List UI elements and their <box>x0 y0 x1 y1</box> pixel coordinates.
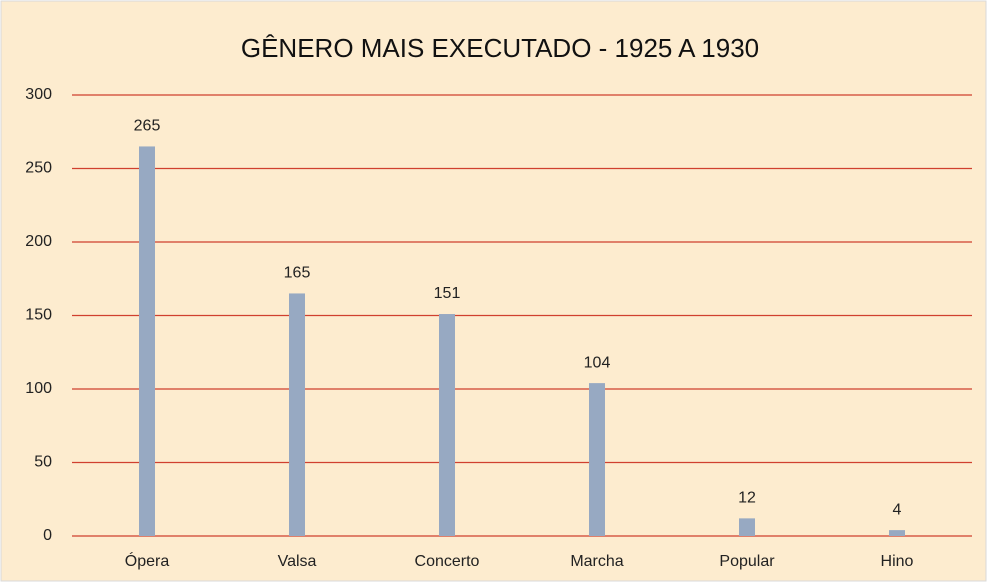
bar <box>439 314 455 536</box>
bar <box>289 293 305 536</box>
bar <box>739 518 755 536</box>
data-label: 104 <box>584 354 611 371</box>
x-tick-label: Valsa <box>278 553 317 570</box>
x-tick-label: Popular <box>719 553 775 570</box>
bar <box>589 383 605 536</box>
y-tick-label: 100 <box>25 380 52 397</box>
data-label: 265 <box>134 118 161 135</box>
x-tick-label: Hino <box>881 553 914 570</box>
y-tick-label: 50 <box>34 454 52 471</box>
data-label: 4 <box>893 501 902 518</box>
x-tick-label: Ópera <box>125 551 170 570</box>
bar <box>889 530 905 536</box>
x-tick-label: Concerto <box>415 553 480 570</box>
bar <box>139 146 155 536</box>
y-tick-label: 300 <box>25 86 52 103</box>
data-label: 165 <box>284 265 311 282</box>
chart-title: GÊNERO MAIS EXECUTADO - 1925 A 1930 <box>241 33 759 63</box>
x-tick-label: Marcha <box>570 553 623 570</box>
y-tick-label: 200 <box>25 233 52 250</box>
data-label: 12 <box>738 490 756 507</box>
y-tick-label: 150 <box>25 307 52 324</box>
y-tick-label: 250 <box>25 160 52 177</box>
data-label: 151 <box>434 285 461 302</box>
y-tick-label: 0 <box>43 527 52 544</box>
